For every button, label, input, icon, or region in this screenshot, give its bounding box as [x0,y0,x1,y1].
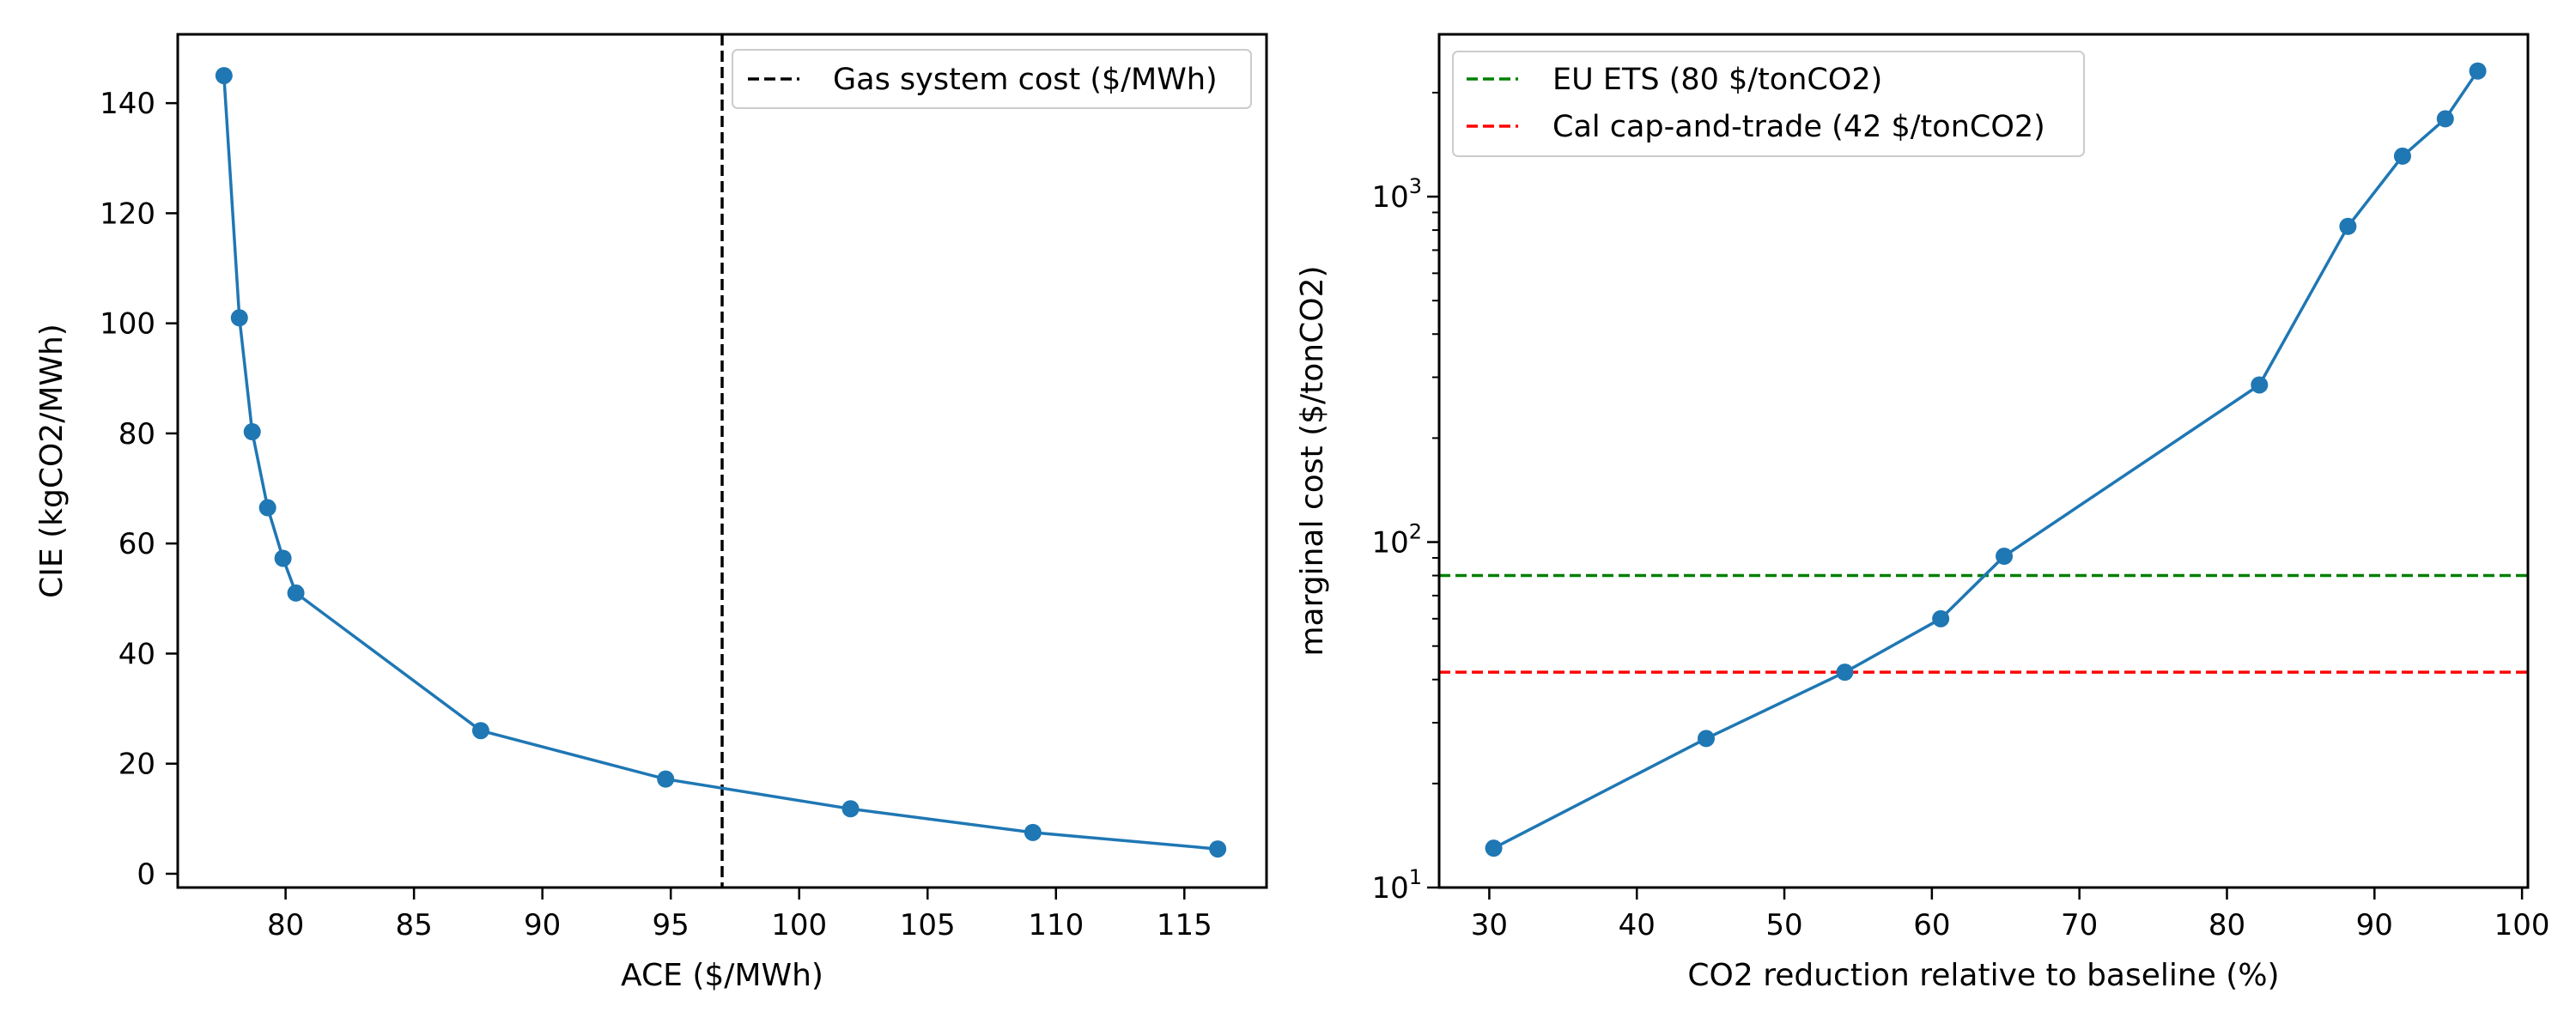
left-data-point-7 [657,770,675,788]
right-ticks: 30 40 50 60 70 80 90 100 101 102 103 [1371,91,2550,942]
left-data-point-9 [1024,823,1042,841]
right-data-point-9 [2469,62,2487,80]
left-ticks: 80 85 90 95 100 105 110 115 0 20 40 60 80 100 120 140 [100,87,1212,942]
right-data-point-4 [1996,548,2014,566]
left-legend: Gas system cost ($/MWh) [732,49,1252,109]
left-data-point-8 [841,800,860,818]
right-data-point-5 [2251,376,2269,394]
left-x-tick-label-115: 115 [1157,908,1212,942]
left-data-point-6 [471,722,489,740]
left-y-tick-label-40: 40 [118,637,155,671]
left-data-point-5 [287,584,305,602]
left-x-tick-label-95: 95 [653,908,690,942]
right-panel: 30 40 50 60 70 80 90 100 101 102 103 CO2 reduction… [1295,33,2550,993]
right-y-tick-label-1000: 103 [1371,174,1422,215]
left-y-tick-label-20: 20 [118,748,155,782]
left-y-axis-label: CIE (kgCO2/MWh) [34,324,70,598]
left-data-point-1 [230,309,248,327]
right-x-tick-label-40: 40 [1619,908,1656,942]
left-y-tick-label-60: 60 [118,527,155,561]
right-x-tick-label-30: 30 [1471,908,1508,942]
right-data-point-1 [1697,730,1715,748]
right-series-line [1492,70,2480,850]
left-panel: 80 85 90 95 100 105 110 115 0 20 40 60 80 100 120 140 A… [34,33,1268,993]
left-legend-box [732,49,1252,109]
right-y-axis-label: marginal cost ($/tonCO2) [1295,265,1330,656]
right-legend-box [1452,51,2085,157]
left-data-point-3 [258,499,276,517]
left-data-point-10 [1209,840,1227,858]
left-x-tick-label-90: 90 [524,908,561,942]
right-data-point-7 [2393,147,2411,165]
right-x-tick-label-100: 100 [2494,908,2550,942]
left-x-tick-label-110: 110 [1028,908,1084,942]
left-data-point-2 [243,423,261,441]
right-data-point-0 [1485,839,1503,857]
left-y-tick-label-140: 140 [100,87,155,121]
right-data-point-8 [2436,110,2454,128]
right-y-tick-label-10: 101 [1371,865,1422,906]
legend-label-cal-cap-and-trade: Cal cap-and-trade (42 $/tonCO2) [1552,110,2045,144]
left-x-tick-label-105: 105 [900,908,956,942]
left-data-point-4 [274,549,292,567]
left-data-point-0 [215,67,233,85]
left-x-tick-label-100: 100 [771,908,827,942]
right-x-tick-label-80: 80 [2208,908,2245,942]
left-y-tick-label-0: 0 [137,857,155,892]
right-data-point-2 [1836,663,1854,682]
right-y-tick-label-100: 102 [1371,520,1422,560]
right-x-tick-label-90: 90 [2356,908,2393,942]
right-x-tick-label-70: 70 [2061,908,2098,942]
left-x-tick-label-80: 80 [267,908,304,942]
left-x-axis-label: ACE ($/MWh) [621,958,823,993]
right-plot-area [1439,62,2528,857]
left-plot-area [215,34,1227,888]
legend-label-gas-system-cost: Gas system cost ($/MWh) [833,63,1218,97]
right-x-tick-label-50: 50 [1765,908,1802,942]
right-data-point-3 [1932,609,1950,627]
left-y-tick-label-120: 120 [100,197,155,231]
left-x-tick-label-85: 85 [395,908,432,942]
legend-label-eu-ets: EU ETS (80 $/tonCO2) [1552,63,1882,97]
left-y-tick-label-100: 100 [100,307,155,342]
right-x-tick-label-60: 60 [1913,908,1950,942]
right-axes-frame [1437,33,2530,889]
right-x-axis-label: CO2 reduction relative to baseline (%) [1687,958,2279,993]
left-y-tick-label-80: 80 [118,417,155,451]
right-legend: EU ETS (80 $/tonCO2) Cal cap-and-trade (… [1452,51,2085,157]
left-axes-frame [176,33,1268,889]
right-data-point-6 [2339,217,2357,235]
